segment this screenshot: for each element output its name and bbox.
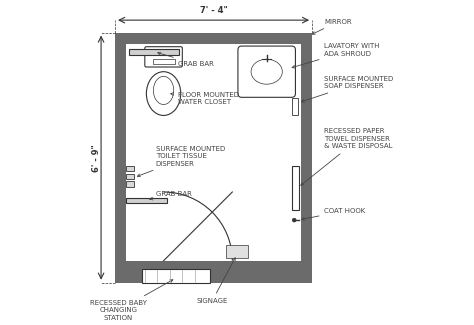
Bar [226, 245, 248, 258]
Bar [115, 32, 312, 283]
Circle shape [292, 218, 296, 222]
Text: GRAB BAR: GRAB BAR [150, 190, 191, 200]
Bar [129, 49, 179, 55]
Text: COAT HOOK: COAT HOOK [301, 208, 366, 220]
Bar [126, 250, 301, 261]
Text: 7' - 4": 7' - 4" [200, 6, 228, 16]
Text: MIRROR: MIRROR [312, 19, 352, 34]
Bar [126, 44, 301, 261]
Bar [153, 59, 174, 64]
Ellipse shape [154, 76, 174, 105]
Bar [126, 198, 167, 202]
Text: GRAB BAR: GRAB BAR [158, 52, 213, 67]
Text: SURFACE MOUNTED
TOILET TISSUE
DISPENSER: SURFACE MOUNTED TOILET TISSUE DISPENSER [137, 146, 225, 176]
Bar [142, 268, 210, 283]
Ellipse shape [251, 59, 283, 84]
Bar [115, 261, 164, 283]
FancyBboxPatch shape [238, 46, 295, 97]
Bar [232, 261, 312, 283]
Bar [292, 98, 298, 115]
Text: SURFACE MOUNTED
SOAP DISPENSER: SURFACE MOUNTED SOAP DISPENSER [301, 76, 394, 102]
Text: RECESSED BABY
CHANGING
STATION: RECESSED BABY CHANGING STATION [90, 280, 173, 321]
Bar [126, 181, 134, 187]
Bar [126, 166, 134, 171]
Text: FLOOR MOUNTED
WATER CLOSET: FLOOR MOUNTED WATER CLOSET [171, 92, 238, 105]
Text: RECESSED PAPER
TOWEL DISPENSER
& WASTE DISPOSAL: RECESSED PAPER TOWEL DISPENSER & WASTE D… [301, 128, 393, 185]
Text: LAVATORY WITH
ADA SHROUD: LAVATORY WITH ADA SHROUD [292, 43, 380, 68]
FancyBboxPatch shape [145, 47, 182, 67]
Bar [126, 174, 134, 179]
Ellipse shape [146, 72, 181, 115]
Text: 6' - 9": 6' - 9" [92, 144, 101, 172]
Bar [292, 166, 300, 210]
Text: SIGNAGE: SIGNAGE [196, 258, 235, 304]
